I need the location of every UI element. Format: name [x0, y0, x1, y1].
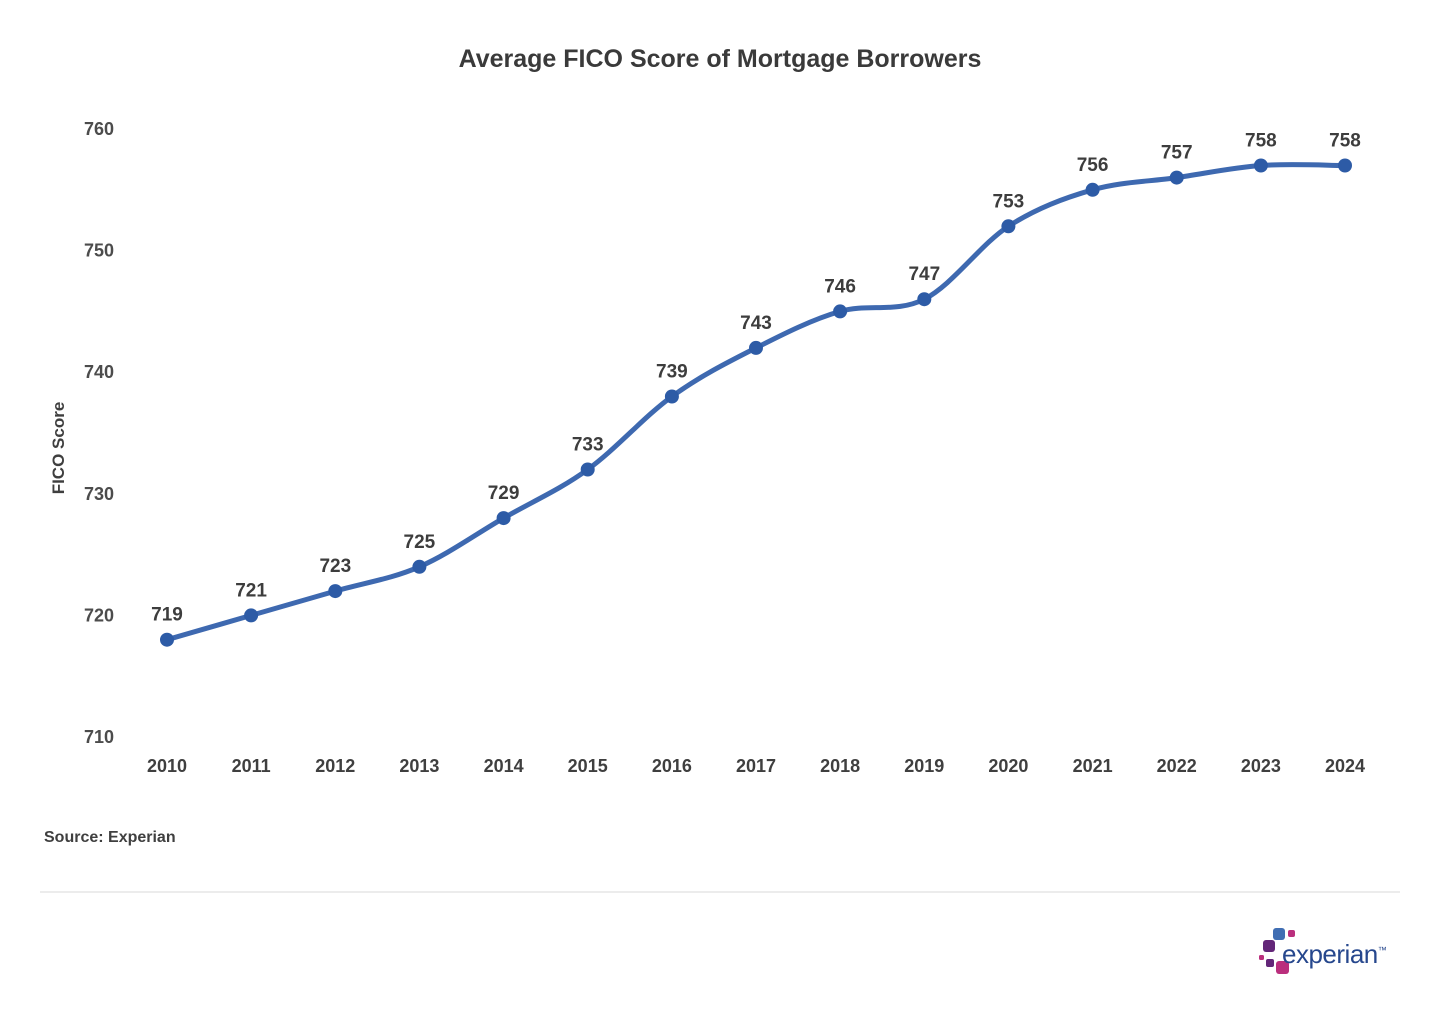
data-point-marker	[1001, 219, 1016, 234]
x-axis-tick-label: 2013	[399, 756, 439, 776]
data-point-marker	[580, 462, 595, 477]
logo-magenta-small-square-icon	[1288, 930, 1295, 937]
logo-magenta-square-icon	[1276, 961, 1289, 974]
data-point-label: 758	[1245, 131, 1277, 152]
data-point-label: 747	[908, 264, 940, 285]
data-point-label: 756	[1077, 155, 1109, 176]
data-point-label: 725	[404, 532, 436, 553]
x-axis-tick-label: 2011	[232, 756, 271, 776]
data-point-label: 743	[740, 313, 772, 334]
footer-divider	[40, 891, 1400, 893]
data-point-marker	[749, 340, 763, 355]
x-axis-tick-label: 2018	[820, 756, 860, 776]
fico-score-line-chart: 760 750 740 730 720 710 2010 2011 2012 2013 2014 20…	[49, 119, 1365, 776]
trademark-symbol: ™	[1377, 945, 1387, 955]
logo-magenta-tiny-square-icon	[1259, 955, 1264, 960]
data-point-label: 739	[656, 362, 688, 383]
data-point-label: 719	[151, 605, 183, 626]
x-axis-tick-label: 2021	[1073, 756, 1113, 776]
y-axis-title: FICO Score	[49, 402, 68, 495]
x-axis-tick-label: 2016	[652, 756, 692, 776]
source-note: Source: Experian	[44, 829, 176, 846]
data-point-marker	[1169, 170, 1184, 185]
data-point-marker	[664, 389, 679, 404]
data-point-marker	[412, 559, 427, 574]
chart-title: Average FICO Score of Mortgage Borrowers	[458, 45, 982, 73]
y-axis-tick-label: 730	[84, 484, 114, 504]
experian-logo-mark-icon	[1259, 926, 1295, 976]
y-axis-tick-label: 720	[84, 605, 114, 625]
data-point-label: 753	[993, 191, 1025, 212]
data-point-label: 758	[1329, 131, 1361, 152]
x-axis-tick-label: 2024	[1325, 756, 1365, 776]
x-axis-tick-label: 2015	[568, 756, 608, 776]
data-point-marker	[496, 511, 511, 526]
x-axis-tick-label: 2022	[1157, 756, 1197, 776]
logo-text: experian	[1282, 939, 1378, 969]
data-point-label: 721	[235, 580, 267, 601]
x-axis-tick-label: 2010	[147, 756, 187, 776]
data-point-marker	[160, 632, 174, 647]
y-axis-tick-label: 710	[84, 727, 114, 747]
data-point-label: 757	[1161, 143, 1193, 164]
data-point-marker	[1085, 182, 1100, 197]
y-axis-tick-label: 760	[84, 119, 114, 139]
logo-purple-small-square-icon	[1266, 959, 1274, 967]
data-point-label: 733	[572, 435, 604, 456]
x-axis-tick-label: 2019	[904, 756, 944, 776]
logo-blue-square-icon	[1273, 928, 1285, 940]
x-axis-tick-label: 2012	[315, 756, 355, 776]
data-point-label: 746	[824, 276, 856, 297]
y-axis-tick-label: 740	[84, 362, 114, 382]
y-axis-tick-label: 750	[84, 241, 114, 261]
x-axis-tick-label: 2023	[1241, 756, 1281, 776]
data-point-marker	[328, 584, 343, 599]
x-axis-tick-label: 2014	[484, 756, 524, 776]
x-axis-tick-label: 2017	[736, 756, 776, 776]
data-point-marker	[1253, 158, 1268, 173]
experian-wordmark: experian™	[1282, 939, 1387, 970]
data-point-marker	[833, 304, 848, 319]
logo-purple-square-icon	[1263, 940, 1275, 952]
data-point-marker	[917, 292, 932, 307]
x-axis-tick-label: 2020	[988, 756, 1028, 776]
experian-logo: experian™	[1259, 926, 1399, 980]
data-point-label: 723	[319, 556, 351, 577]
data-point-marker	[244, 608, 259, 623]
data-point-marker	[1338, 158, 1352, 173]
data-point-label: 729	[488, 483, 520, 504]
